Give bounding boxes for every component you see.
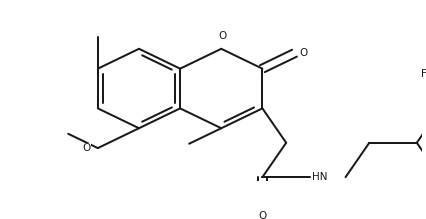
Text: O: O xyxy=(218,30,226,41)
Text: O: O xyxy=(258,211,267,219)
Text: HN: HN xyxy=(312,172,328,182)
Text: O: O xyxy=(83,143,91,153)
Text: F: F xyxy=(420,69,426,79)
Text: O: O xyxy=(299,48,308,58)
